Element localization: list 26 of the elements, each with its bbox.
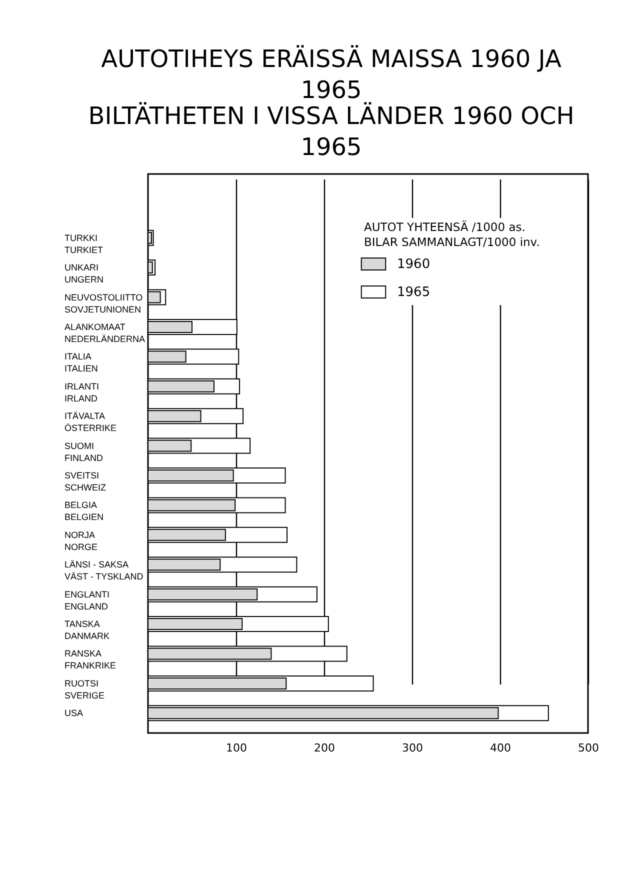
y-tick-label: NORJA NORGE (64, 530, 98, 552)
y-tick-label: ENGLANTI ENGLAND (64, 589, 110, 612)
legend-title: AUTOT YHTEENSÄ /1000 as. BILAR SAMMANLAGT/1000 inv. (364, 220, 540, 249)
y-tick-label: UNKARI UNGERN (64, 262, 104, 285)
y-tick-label: ITÄVALTA ÖSTERRIKE (64, 411, 117, 434)
y-tick-label: USA (64, 708, 84, 718)
y-tick-label: BELGIA BELGIEN (64, 500, 104, 522)
y-tick-label: ALANKOMAAT NEDERLÄNDERNA (64, 322, 146, 344)
x-tick-label: 200 (314, 742, 335, 754)
y-tick-label: SUOMI FINLAND (64, 440, 104, 463)
x-tick-label: 500 (578, 742, 599, 754)
y-tick-label: SVEITSI SCHWEIZ (64, 470, 106, 492)
chart-subtitle: BILTÄTHETEN I VISSA LÄNDER 1960 OCH 1965 (88, 102, 574, 161)
y-tick-label: IRLANTI IRLAND (64, 381, 100, 404)
x-tick-label: 300 (402, 742, 423, 754)
y-tick-label: LÄNSI - SAKSA VÄST - TYSKLAND (64, 560, 144, 582)
y-tick-label: NEUVOSTOLIITTO SOVJETUNIONEN (64, 292, 143, 314)
legend-label: 1965 (397, 285, 430, 300)
legend-label: 1960 (397, 257, 430, 272)
y-tick-label: TANSKA DANMARK (64, 619, 110, 642)
x-tick-label: 100 (226, 742, 247, 754)
x-tick-label: 400 (490, 742, 511, 754)
y-tick-label: ITALIA ITALIEN (64, 352, 98, 374)
y-tick-label: TURKKI TURKIET (64, 232, 104, 255)
y-tick-label: RUOTSI SVERIGE (64, 678, 105, 700)
y-tick-label: RANSKA FRANKRIKE (64, 648, 116, 671)
